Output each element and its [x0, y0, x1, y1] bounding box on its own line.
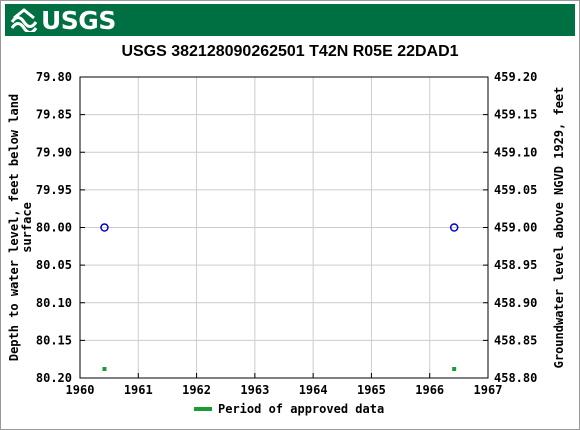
y-left-tick-label: 80.10	[36, 296, 72, 310]
x-tick-label: 1963	[240, 383, 269, 397]
legend: Period of approved data	[194, 402, 384, 416]
y-right-tick-label: 458.80	[494, 371, 537, 385]
y-right-tick-label: 459.15	[494, 108, 537, 122]
data-point	[100, 223, 109, 232]
y-left-tick-label: 80.15	[36, 333, 72, 347]
legend-swatch-approved	[194, 407, 212, 411]
x-tick-label: 1965	[357, 383, 386, 397]
y-left-tick-label: 79.90	[36, 145, 72, 159]
chart-title: USGS 382128090262501 T42N R05E 22DAD1	[121, 43, 459, 60]
usgs-wave-icon	[11, 8, 37, 32]
approved-period-mark	[102, 367, 107, 371]
y-left-tick-label: 79.95	[36, 183, 72, 197]
x-tick-label: 1964	[299, 383, 328, 397]
y-left-tick-label: 80.00	[36, 221, 72, 235]
y-axis-left-ticks: 79.80 79.85 79.90 79.95 80.00 80.05 80.10 80.15…	[36, 70, 85, 385]
y-axis-left-label-line2: surface	[20, 202, 34, 253]
x-tick-label: 1962	[182, 383, 211, 397]
y-axis-right-ticks: 459.20 459.15 459.10 459.05 459.00 458.95 458.…	[483, 70, 537, 385]
y-right-tick-label: 458.85	[494, 333, 537, 347]
data-points	[100, 223, 459, 232]
usgs-header-bar: USGS	[5, 4, 575, 36]
approved-period-mark	[452, 367, 457, 371]
y-left-tick-label: 79.85	[36, 108, 72, 122]
y-right-tick-label: 459.00	[494, 221, 537, 235]
legend-label-approved: Period of approved data	[218, 402, 385, 416]
y-left-tick-label: 80.05	[36, 258, 72, 272]
x-tick-label: 1967	[474, 383, 503, 397]
y-right-tick-label: 458.95	[494, 258, 537, 272]
data-point	[449, 223, 459, 232]
grid-lines	[79, 76, 489, 379]
x-tick-label: 1961	[124, 383, 153, 397]
approved-period-marks	[102, 367, 457, 371]
x-tick-label: 1960	[66, 383, 95, 397]
usgs-logo-text: USGS	[41, 5, 116, 35]
y-right-tick-label: 459.20	[494, 70, 537, 84]
y-right-tick-label: 459.05	[494, 183, 537, 197]
y-axis-right-label: Groundwater level above NGVD 1929, feet	[552, 87, 566, 369]
y-axis-left-label-line1: Depth to water level, feet below land	[7, 94, 21, 361]
x-tick-label: 1966	[415, 383, 444, 397]
y-right-tick-label: 459.10	[494, 145, 537, 159]
y-left-tick-label: 79.80	[36, 70, 72, 84]
y-left-tick-label: 80.20	[36, 371, 72, 385]
y-right-tick-label: 458.90	[494, 296, 537, 310]
usgs-logo[interactable]: USGS	[11, 5, 116, 35]
x-axis-ticks: 1960 1961 1962 1963 1964 1965 1966 1967	[66, 373, 503, 397]
